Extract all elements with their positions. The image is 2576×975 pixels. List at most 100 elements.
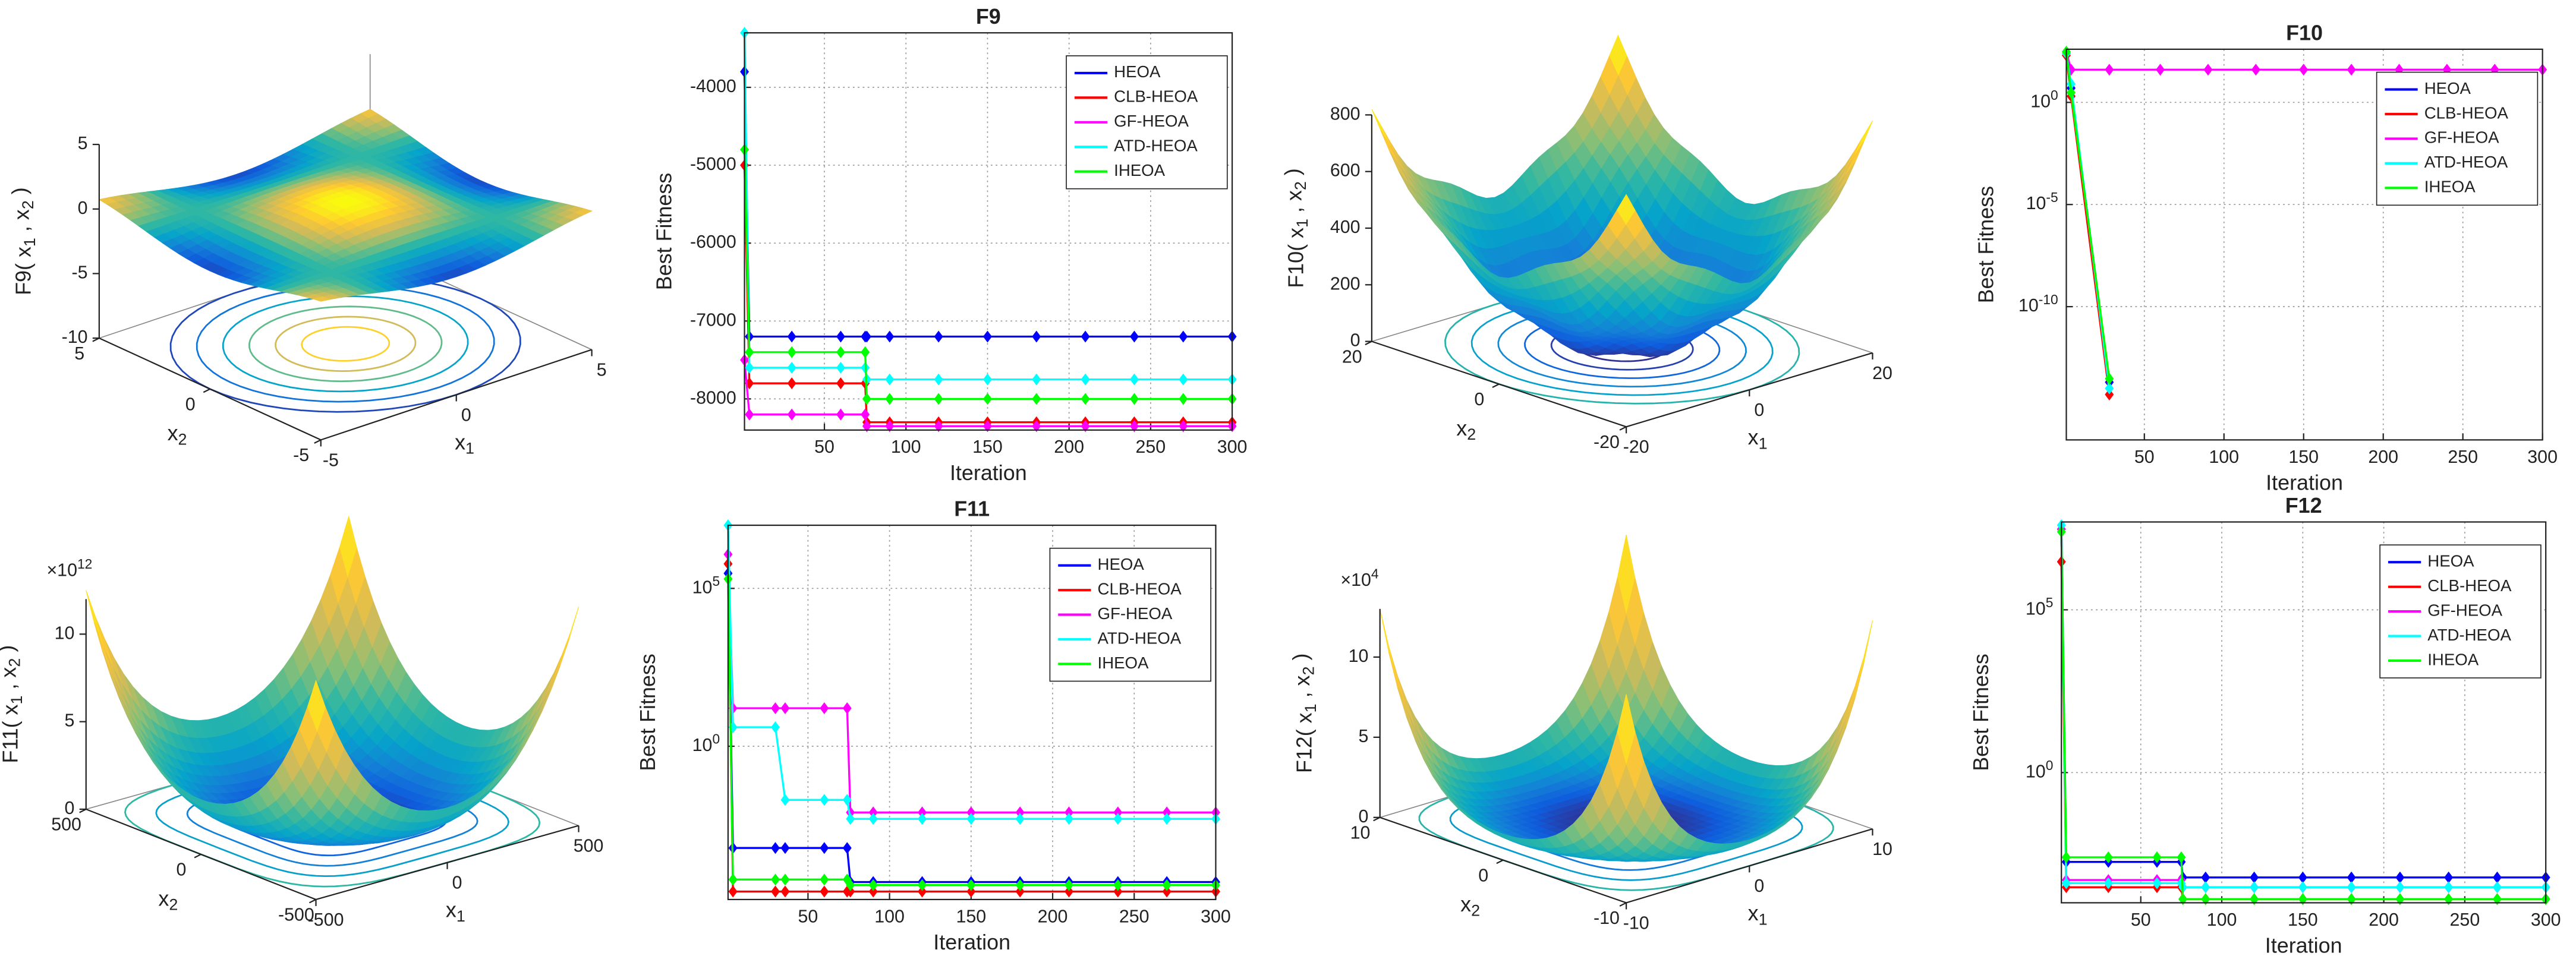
y-tick-label: -10 [1594,908,1620,928]
y-tick-label: -5 [293,445,309,465]
legend-label: GF-HEOA [2424,128,2499,147]
axes-box [2065,48,2543,441]
legend-label: HEOA [2424,79,2471,97]
z-tick-label: 0 [1358,806,1368,826]
x-tick-label: 0 [1754,876,1764,896]
z-tick-label: 5 [65,711,75,731]
y-tick-label: -4000 [690,76,736,96]
surface-patch [1837,695,1856,746]
x-tick-label: 200 [1054,437,1084,457]
marker [1032,393,1041,405]
x-tick-label: 50 [2134,447,2155,467]
marker [836,346,845,358]
marker [1129,373,1139,386]
x-tick-label: 300 [1201,906,1231,926]
x-axis-label: x1 [455,430,474,457]
legend-label: ATD-HEOA [2424,153,2508,171]
surface-patch [1846,663,1865,725]
marker [885,420,895,433]
marker [885,373,895,386]
x-tick-label: 10 [1872,839,1892,859]
y-tick-label: 100 [692,731,720,755]
z-axis-label: F12( x1 , x2 ) [1289,654,1320,774]
y-axis-label: x2 [168,421,187,449]
surface-patch [1380,608,1398,684]
y-tick-label: 0 [1478,865,1488,885]
z-tick-label: 200 [1330,273,1361,294]
marker [2251,64,2260,76]
marker [1032,420,1041,433]
x-tick-label: -5 [323,450,339,470]
x-axis-label: Iteration [2266,470,2343,494]
legend-label: IHEOA [2424,178,2476,196]
marker [982,373,992,386]
chart-title: F12 [2285,493,2322,518]
legend-label: IHEOA [1098,654,1150,672]
z-tick-label: 5 [78,133,88,153]
surface-patch [1397,684,1416,736]
x-tick-label: 250 [1136,437,1166,457]
surface-patch [544,654,563,699]
surface-patch [536,673,555,713]
z-axis-label: F10( x1 , x2 ) [1280,168,1311,288]
y-tick [1492,383,1500,388]
contour [196,285,495,403]
surface-patch [95,616,114,668]
surface-patch [1380,130,1399,165]
x-tick-label: 0 [1754,400,1764,420]
legend-label: HEOA [2427,551,2474,570]
marker [1081,420,1090,433]
legend-label: CLB-HEOA [2427,576,2512,595]
y-axis-label: x2 [1460,892,1480,919]
marker [2105,373,2114,385]
marker [1081,373,1090,386]
x-tick-label: 150 [2288,910,2318,930]
z-tick-label: 10 [1349,646,1369,666]
legend-label: ATD-HEOA [2427,626,2511,644]
marker [862,420,871,433]
legend-label: HEOA [1114,62,1161,81]
marker [1179,330,1188,343]
y-tick-label: -5000 [690,154,736,174]
y-tick-label: 0 [185,394,196,414]
y-tick-label: -7000 [690,310,736,330]
marker [885,393,895,405]
marker [1179,393,1188,405]
y-axis-label: Best Fitness [1969,654,1993,771]
marker [787,377,796,390]
x-tick-label: 0 [452,873,462,893]
series-line [743,71,1233,338]
y-tick [194,853,201,859]
x-tick-label: 300 [2527,447,2558,467]
legend-label: CLB-HEOA [1098,579,1182,598]
marker [2067,86,2076,99]
contour [301,326,391,362]
x-axis-label: Iteration [950,460,1027,485]
z-tick-label: 0 [78,198,88,218]
surface-patch [1388,652,1407,715]
x-axis-label: x1 [1748,425,1768,452]
marker [1179,373,1188,386]
x-axis-label: x1 [1748,901,1768,929]
marker [885,330,895,343]
legend-label: ATD-HEOA [1098,629,1182,647]
marker [745,408,754,421]
chart-title: F9 [976,4,1001,29]
surface-patch [1617,194,1636,225]
x-tick-label: 150 [956,906,986,926]
legend-label: GF-HEOA [2427,601,2502,619]
y-tick [1619,902,1627,907]
axes-box [744,32,1233,431]
marker [2156,64,2165,76]
series-line [743,165,1233,424]
line-plot: -8000 -7000 -6000 -5000 -4000 50 100 150 200 250 3… [651,4,1247,485]
z-tick-label: -10 [62,327,88,347]
marker [836,408,845,421]
z-multiplier: ×104 [1340,566,1378,590]
marker [836,330,845,343]
x-tick-label: -20 [1623,437,1649,457]
y-tick-label: -20 [1594,432,1620,452]
